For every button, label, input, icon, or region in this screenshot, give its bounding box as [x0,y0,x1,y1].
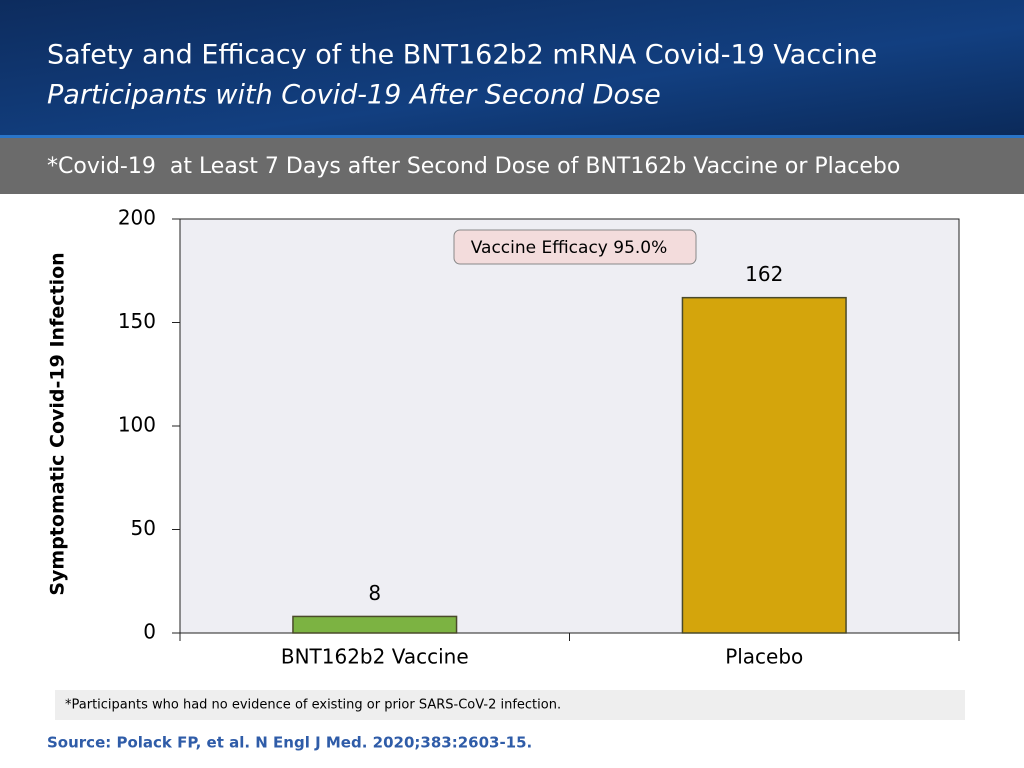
bar [292,615,458,634]
y-tick-label: 50 [131,516,156,540]
y-tick-label: 200 [118,206,156,230]
y-tick-label: 0 [143,620,156,644]
annotation: Vaccine Efficacy 95.0% [471,238,668,258]
x-tick-label: BNT162b2 Vaccine [281,645,469,669]
y-tick-label: 100 [118,413,156,437]
slide-subtitle: Participants with Covid-19 After Second … [47,80,661,111]
source: Source: Polack FP, et al. N Engl J Med. … [47,734,532,752]
footnote: *Participants who had no evidence of exi… [65,698,561,713]
annotation-box [453,229,697,265]
x-tick-label: Placebo [725,645,803,669]
bar [681,296,847,634]
banner-band [0,138,1024,194]
data-label: 162 [745,262,783,286]
data-label: 8 [368,581,381,605]
footnote-box [55,690,965,720]
banner-text: *Covid-19 at Least 7 Days after Second D… [47,154,900,179]
y-axis-label: Symptomatic Covid-19 Infection [47,252,69,595]
chart: 0 50 100 150 200 BNT162b2 Vaccine 8 Placebo 162 [118,206,960,669]
header-band [0,0,1024,135]
y-tick-label: 150 [118,309,156,333]
slide-title: Safety and Efficacy of the BNT162b2 mRNA… [47,40,877,71]
header-rule [0,135,1024,138]
